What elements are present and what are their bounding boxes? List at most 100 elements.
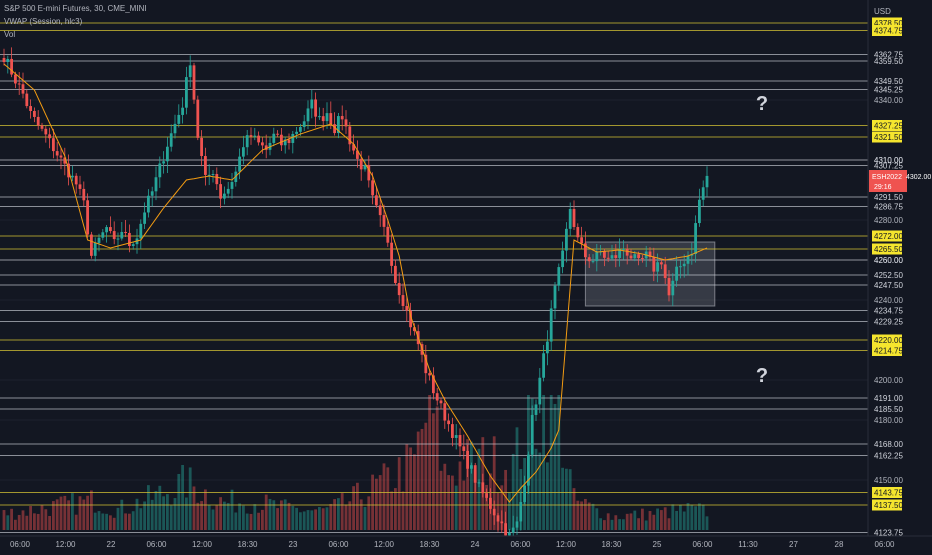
volume-bar <box>29 506 32 530</box>
volume-bar <box>458 461 462 530</box>
volume-bar <box>682 511 686 530</box>
candle-body <box>215 174 219 185</box>
time-tick-label: 24 <box>471 540 480 549</box>
price-tick-label: 4260.00 <box>874 256 903 265</box>
volume-bar <box>625 513 629 530</box>
candle-body <box>591 261 595 263</box>
candle-body <box>363 164 367 170</box>
candle-body <box>287 139 291 143</box>
volume-bar <box>492 436 496 530</box>
volume-bar <box>348 501 352 530</box>
volume-bar <box>59 496 63 530</box>
candle-body <box>124 231 127 233</box>
volume-legend[interactable]: Vol <box>4 30 16 39</box>
level-price-label: 4345.25 <box>874 86 903 95</box>
candle-body <box>530 414 534 455</box>
volume-bar <box>90 490 93 530</box>
volume-bar <box>557 395 561 530</box>
candle-body <box>162 161 165 164</box>
time-tick-label: 22 <box>107 540 116 549</box>
volume-bar <box>272 500 276 530</box>
candle-body <box>686 255 690 264</box>
time-tick-label: 06:00 <box>10 540 31 549</box>
candle-body <box>329 113 333 125</box>
price-axis[interactable]: USD 4340.00 4310.00 4280.00 4260.00 4240.00 42… <box>867 0 932 538</box>
candle-body <box>52 138 55 152</box>
candle-body <box>36 116 40 126</box>
candle-body <box>109 227 112 232</box>
candle-body <box>428 373 431 376</box>
candle-body <box>462 446 466 451</box>
volume-bar <box>299 512 302 530</box>
volume-bar <box>318 507 321 530</box>
candle-body <box>606 257 610 259</box>
volume-bar <box>131 511 135 530</box>
current-price-badge[interactable] <box>869 170 907 192</box>
candle-body <box>344 119 348 127</box>
candle-body <box>682 263 686 267</box>
candle-body <box>413 327 416 332</box>
candle-body <box>557 267 561 286</box>
volume-bar <box>44 509 48 530</box>
volume-bar <box>181 464 184 530</box>
time-tick-label: 23 <box>289 540 298 549</box>
volume-bar <box>648 511 652 530</box>
volume-bar <box>55 499 59 530</box>
candle-body <box>173 123 177 134</box>
candle-body <box>318 116 321 118</box>
candle-body <box>663 264 667 279</box>
level-price-label: 4168.00 <box>874 440 903 449</box>
candle-body <box>295 131 298 134</box>
vwap-legend[interactable]: VWAP (Session, hlc3) <box>4 17 83 26</box>
candle-body <box>458 435 462 447</box>
volume-bar <box>587 502 591 530</box>
volume-bar <box>466 439 469 530</box>
candle-body <box>131 244 135 247</box>
candle-body <box>641 258 644 260</box>
candle-body <box>523 485 526 503</box>
candle-body <box>587 257 591 262</box>
candle-body <box>375 195 378 206</box>
level-price-label: 4359.50 <box>874 57 903 66</box>
candle-body <box>466 450 469 469</box>
candle-body <box>546 341 549 354</box>
candle-body <box>219 184 222 199</box>
candle-body <box>534 404 538 415</box>
candle-body <box>656 262 659 272</box>
time-tick-label: 28 <box>835 540 844 549</box>
candle-body <box>679 266 682 268</box>
price-tick-label: 4280.00 <box>874 216 903 225</box>
candle-body <box>424 354 428 374</box>
countdown-label: 29:16 <box>874 184 892 191</box>
vwap-line <box>3 63 708 503</box>
candle-body <box>154 177 158 192</box>
time-axis-background <box>0 536 932 550</box>
time-axis[interactable]: 06:00 12:00 22 06:00 12:00 18:30 23 06:00 12:00 1… <box>0 535 932 550</box>
volume-bar <box>93 512 97 530</box>
volume-bar <box>48 515 51 530</box>
volume-bar <box>679 504 682 530</box>
volume-bar <box>641 508 644 530</box>
price-tick-label: 4180.00 <box>874 416 903 425</box>
candle-body <box>352 144 355 151</box>
volume-bar <box>549 395 553 530</box>
volume-bar <box>245 513 249 530</box>
volume-bar <box>310 510 314 530</box>
candle-body <box>610 255 614 259</box>
volume-bar <box>663 507 667 530</box>
volume-bar <box>508 492 511 530</box>
key-level-price-label: 4220.00 <box>874 336 903 345</box>
candle-body <box>504 523 507 536</box>
key-level-label-bg <box>872 499 902 511</box>
candle-body <box>177 114 181 124</box>
volume-bar <box>150 499 154 530</box>
candle-body <box>112 231 116 240</box>
candle-body <box>128 232 131 247</box>
key-level-price-label: 4265.50 <box>874 245 903 254</box>
candle-body <box>93 242 97 256</box>
candle-body <box>314 99 317 117</box>
time-tick-label: 06:00 <box>692 540 713 549</box>
volume-bar <box>591 503 595 530</box>
